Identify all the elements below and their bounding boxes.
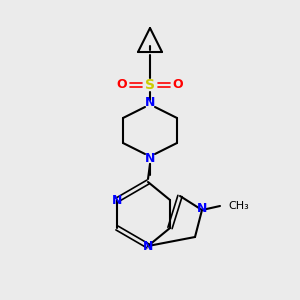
Text: O: O xyxy=(173,79,183,92)
Text: N: N xyxy=(145,97,155,110)
Text: CH₃: CH₃ xyxy=(228,201,249,211)
Text: N: N xyxy=(143,239,153,253)
Text: N: N xyxy=(197,202,207,215)
Text: N: N xyxy=(145,152,155,164)
Text: S: S xyxy=(145,78,155,92)
Text: O: O xyxy=(117,79,127,92)
Text: N: N xyxy=(112,194,122,206)
